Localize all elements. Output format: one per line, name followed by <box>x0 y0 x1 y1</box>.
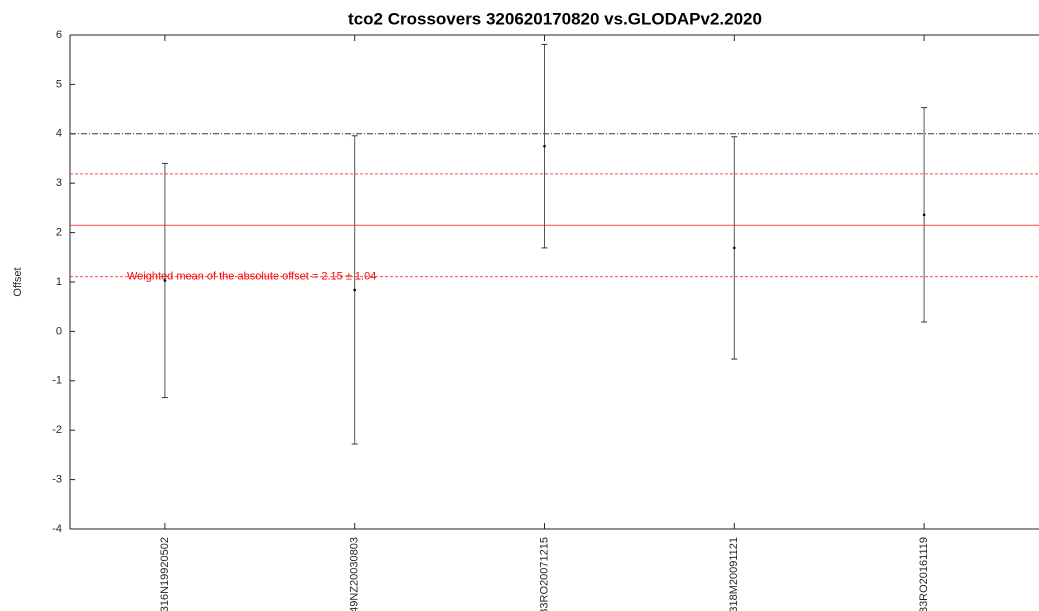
point <box>733 246 736 250</box>
x-tick-label: 33RO20071215 <box>538 537 550 611</box>
y-tick-label: -1 <box>52 375 62 387</box>
y-tick-label: -4 <box>52 523 62 535</box>
y-tick-label: 3 <box>56 177 62 189</box>
y-axis-label: Offset <box>12 267 24 296</box>
y-tick-label: -2 <box>52 424 62 436</box>
y-tick-label: 0 <box>56 325 62 337</box>
y-tick-label: 1 <box>56 276 62 288</box>
annotation: Weighted mean of the absolute offset = 2… <box>127 270 376 282</box>
y-tick-label: 5 <box>56 78 62 90</box>
y-tick-label: -3 <box>52 474 62 486</box>
point <box>163 279 167 282</box>
x-tick-label: 318M20091121 <box>728 537 740 611</box>
point <box>353 288 357 292</box>
x-tick-label: 49NZ20030803 <box>349 537 361 611</box>
y-tick-label: 6 <box>56 29 62 41</box>
y-tick-label: 4 <box>56 128 62 140</box>
chart-title: tco2 Crossovers 320620170820 vs.GLODAPv2… <box>348 9 762 28</box>
point <box>543 144 546 148</box>
x-tick-label: 316N19920502 <box>159 537 171 611</box>
x-tick-label: 33RO20161119 <box>918 537 930 611</box>
y-tick-label: 2 <box>56 227 62 239</box>
point <box>922 213 926 217</box>
